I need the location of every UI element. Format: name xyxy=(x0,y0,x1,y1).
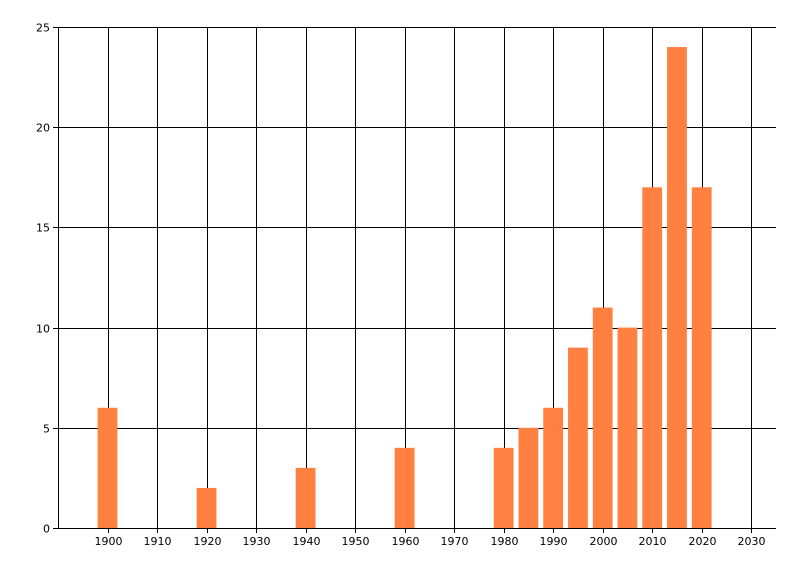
bars xyxy=(97,47,712,528)
x-tick-label: 2000 xyxy=(590,535,618,548)
y-tick-label: 5 xyxy=(43,423,50,436)
x-tick-label: 1940 xyxy=(293,535,321,548)
bar-2010 xyxy=(642,187,663,528)
y-tick-label: 0 xyxy=(43,523,50,536)
bar-1900 xyxy=(97,407,118,528)
x-tick-label: 2030 xyxy=(738,535,766,548)
x-tick-label: 1980 xyxy=(491,535,519,548)
x-tick-label: 1900 xyxy=(95,535,123,548)
bar-1920 xyxy=(196,487,217,528)
bar-1990 xyxy=(543,407,564,528)
x-tick-label: 1970 xyxy=(441,535,469,548)
x-tick-label: 1990 xyxy=(540,535,568,548)
bar-2020 xyxy=(691,187,712,528)
x-tick-label: 1960 xyxy=(392,535,420,548)
y-tick-label: 15 xyxy=(36,222,50,235)
bar-2000 xyxy=(592,307,613,528)
x-tick-label: 2010 xyxy=(639,535,667,548)
x-tick-label: 1910 xyxy=(144,535,172,548)
x-tick-label: 1930 xyxy=(243,535,271,548)
bar-1995 xyxy=(568,347,588,528)
bar-1980 xyxy=(493,447,514,528)
bar-2005 xyxy=(617,327,638,528)
y-tick-label: 10 xyxy=(36,323,50,336)
y-tick-label: 25 xyxy=(36,22,50,35)
x-tick-label: 1920 xyxy=(194,535,222,548)
bar-1940 xyxy=(295,467,316,528)
x-tick-label: 2020 xyxy=(689,535,717,548)
y-tick-label: 20 xyxy=(36,122,50,135)
tick-labels: 0 5 10 15 20 25 1900 1910 1920 1930 1940 1950 1960 19… xyxy=(36,22,766,549)
bar-1985 xyxy=(518,427,539,528)
x-tick-label: 1950 xyxy=(342,535,370,548)
bar-2015 xyxy=(667,47,687,528)
axes xyxy=(53,27,776,533)
bar-1960 xyxy=(394,447,415,528)
